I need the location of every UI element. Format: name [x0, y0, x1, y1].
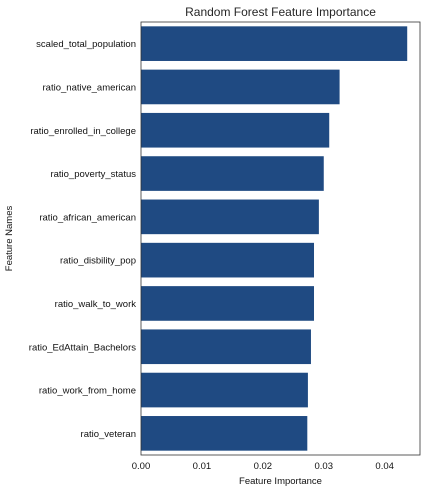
y-tick-label: ratio_work_from_home	[39, 386, 136, 397]
y-tick-label: ratio_african_american	[39, 212, 136, 223]
bar-ratio-work-from-home	[141, 372, 308, 408]
y-tick-label: scaled_total_population	[36, 39, 136, 50]
x-axis-ticks: 0.00 0.01 0.02 0.03 0.04	[132, 461, 394, 472]
y-tick-label: ratio_walk_to_work	[55, 299, 137, 310]
bars	[141, 26, 408, 451]
bar-ratio-edattain-bachelors	[141, 329, 311, 365]
x-tick-label: 0.04	[375, 461, 394, 472]
bar-ratio-disbility-pop	[141, 242, 315, 278]
x-tick-label: 0.02	[254, 461, 273, 472]
bar-ratio-enrolled-in-college	[141, 112, 330, 148]
chart-title: Random Forest Feature Importance	[185, 5, 376, 19]
bar-ratio-african-american	[141, 199, 319, 235]
y-tick-label: ratio_native_american	[43, 82, 136, 93]
y-tick-label: ratio_enrolled_in_college	[30, 126, 136, 137]
y-axis-label: Feature Names	[4, 206, 15, 272]
plot-frame	[140, 21, 421, 456]
y-axis-ticks: scaled_total_population ratio_native_amer…	[29, 39, 136, 440]
y-tick-label: ratio_disbility_pop	[60, 256, 136, 267]
y-tick-label: ratio_poverty_status	[50, 169, 136, 180]
bar-ratio-poverty-status	[141, 156, 324, 191]
x-axis-label: Feature Importance	[239, 476, 322, 487]
x-tick-label: 0.03	[315, 461, 334, 472]
x-tick-label: 0.00	[132, 461, 151, 472]
y-tick-label: ratio_veteran	[81, 429, 136, 440]
bar-ratio-native-american	[141, 69, 340, 105]
y-tick-label: ratio_EdAttain_Bachelors	[29, 342, 136, 353]
bar-scaled-total-population	[141, 26, 408, 61]
bar-ratio-veteran	[141, 416, 308, 451]
bar-ratio-walk-to-work	[141, 286, 315, 321]
x-tick-label: 0.01	[193, 461, 212, 472]
